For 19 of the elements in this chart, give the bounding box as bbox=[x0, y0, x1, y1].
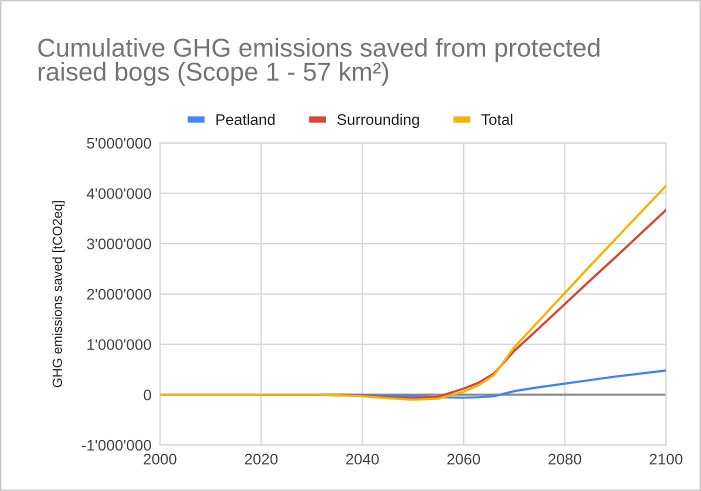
x-tick-label: 2080 bbox=[548, 454, 582, 465]
x-tick-label: 2060 bbox=[447, 454, 480, 465]
y-tick-label: -1'000'000 bbox=[82, 440, 152, 451]
line-series bbox=[160, 184, 666, 401]
y-tick-label: 0 bbox=[144, 390, 152, 400]
legend-label: Total bbox=[481, 114, 512, 125]
legend-label: Surrounding bbox=[337, 114, 419, 128]
legend-label: Peatland bbox=[216, 114, 275, 125]
y-tick-label: 5'000'000 bbox=[86, 138, 152, 149]
chart-title: Cumulative GHG emissions saved from protected raised bogs (Scope 1 - 57 km²) bbox=[38, 38, 600, 86]
x-tick-label: 2020 bbox=[244, 454, 278, 465]
x-tick-label: 2100 bbox=[650, 454, 682, 465]
y-tick-label: 2'000'000 bbox=[87, 288, 152, 300]
y-axis-title: GHG emissions saved [tCO2eq] bbox=[52, 201, 65, 388]
x-tick-label: 2000 bbox=[144, 454, 176, 465]
x-tick-label: 2040 bbox=[346, 454, 379, 465]
y-tick-label: 1'000'000 bbox=[88, 339, 152, 350]
y-tick-label: 3'000'000 bbox=[86, 238, 152, 250]
y-tick-label: 4'000'000 bbox=[86, 188, 152, 200]
